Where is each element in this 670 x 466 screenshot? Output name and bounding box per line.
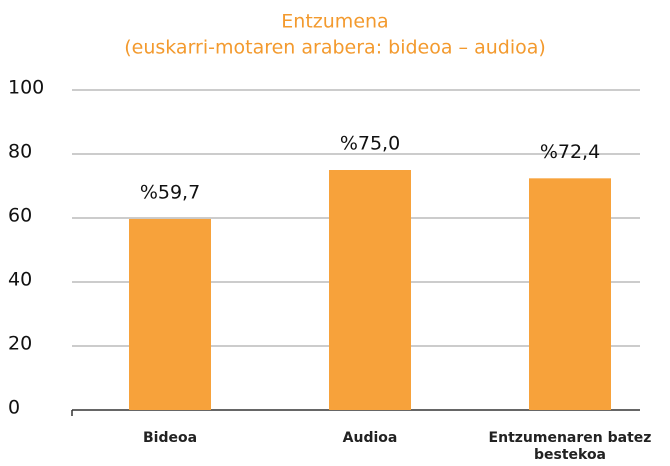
x-tick-label: Bideoa <box>142 430 198 446</box>
y-tick-label: 80 <box>8 141 32 163</box>
value-label: %72,4 <box>540 141 600 163</box>
y-tick-label: 20 <box>8 333 32 355</box>
bar <box>129 218 211 410</box>
chart-subtitle: (euskarri-motaren arabera: bideoa – audi… <box>124 37 546 59</box>
value-label: %75,0 <box>340 133 400 155</box>
x-tick-label: Audioa <box>342 430 398 446</box>
y-tick-label: 0 <box>8 397 20 419</box>
y-tick-label: 40 <box>8 269 32 291</box>
y-tick-label: 100 <box>8 77 44 99</box>
chart-title: Entzumena <box>281 11 388 33</box>
value-label: %59,7 <box>140 181 200 203</box>
bar <box>329 170 411 410</box>
y-tick-label: 60 <box>8 205 32 227</box>
x-tick-label: Entzumenaren batez bestekoa <box>488 430 652 463</box>
bar <box>529 178 611 410</box>
